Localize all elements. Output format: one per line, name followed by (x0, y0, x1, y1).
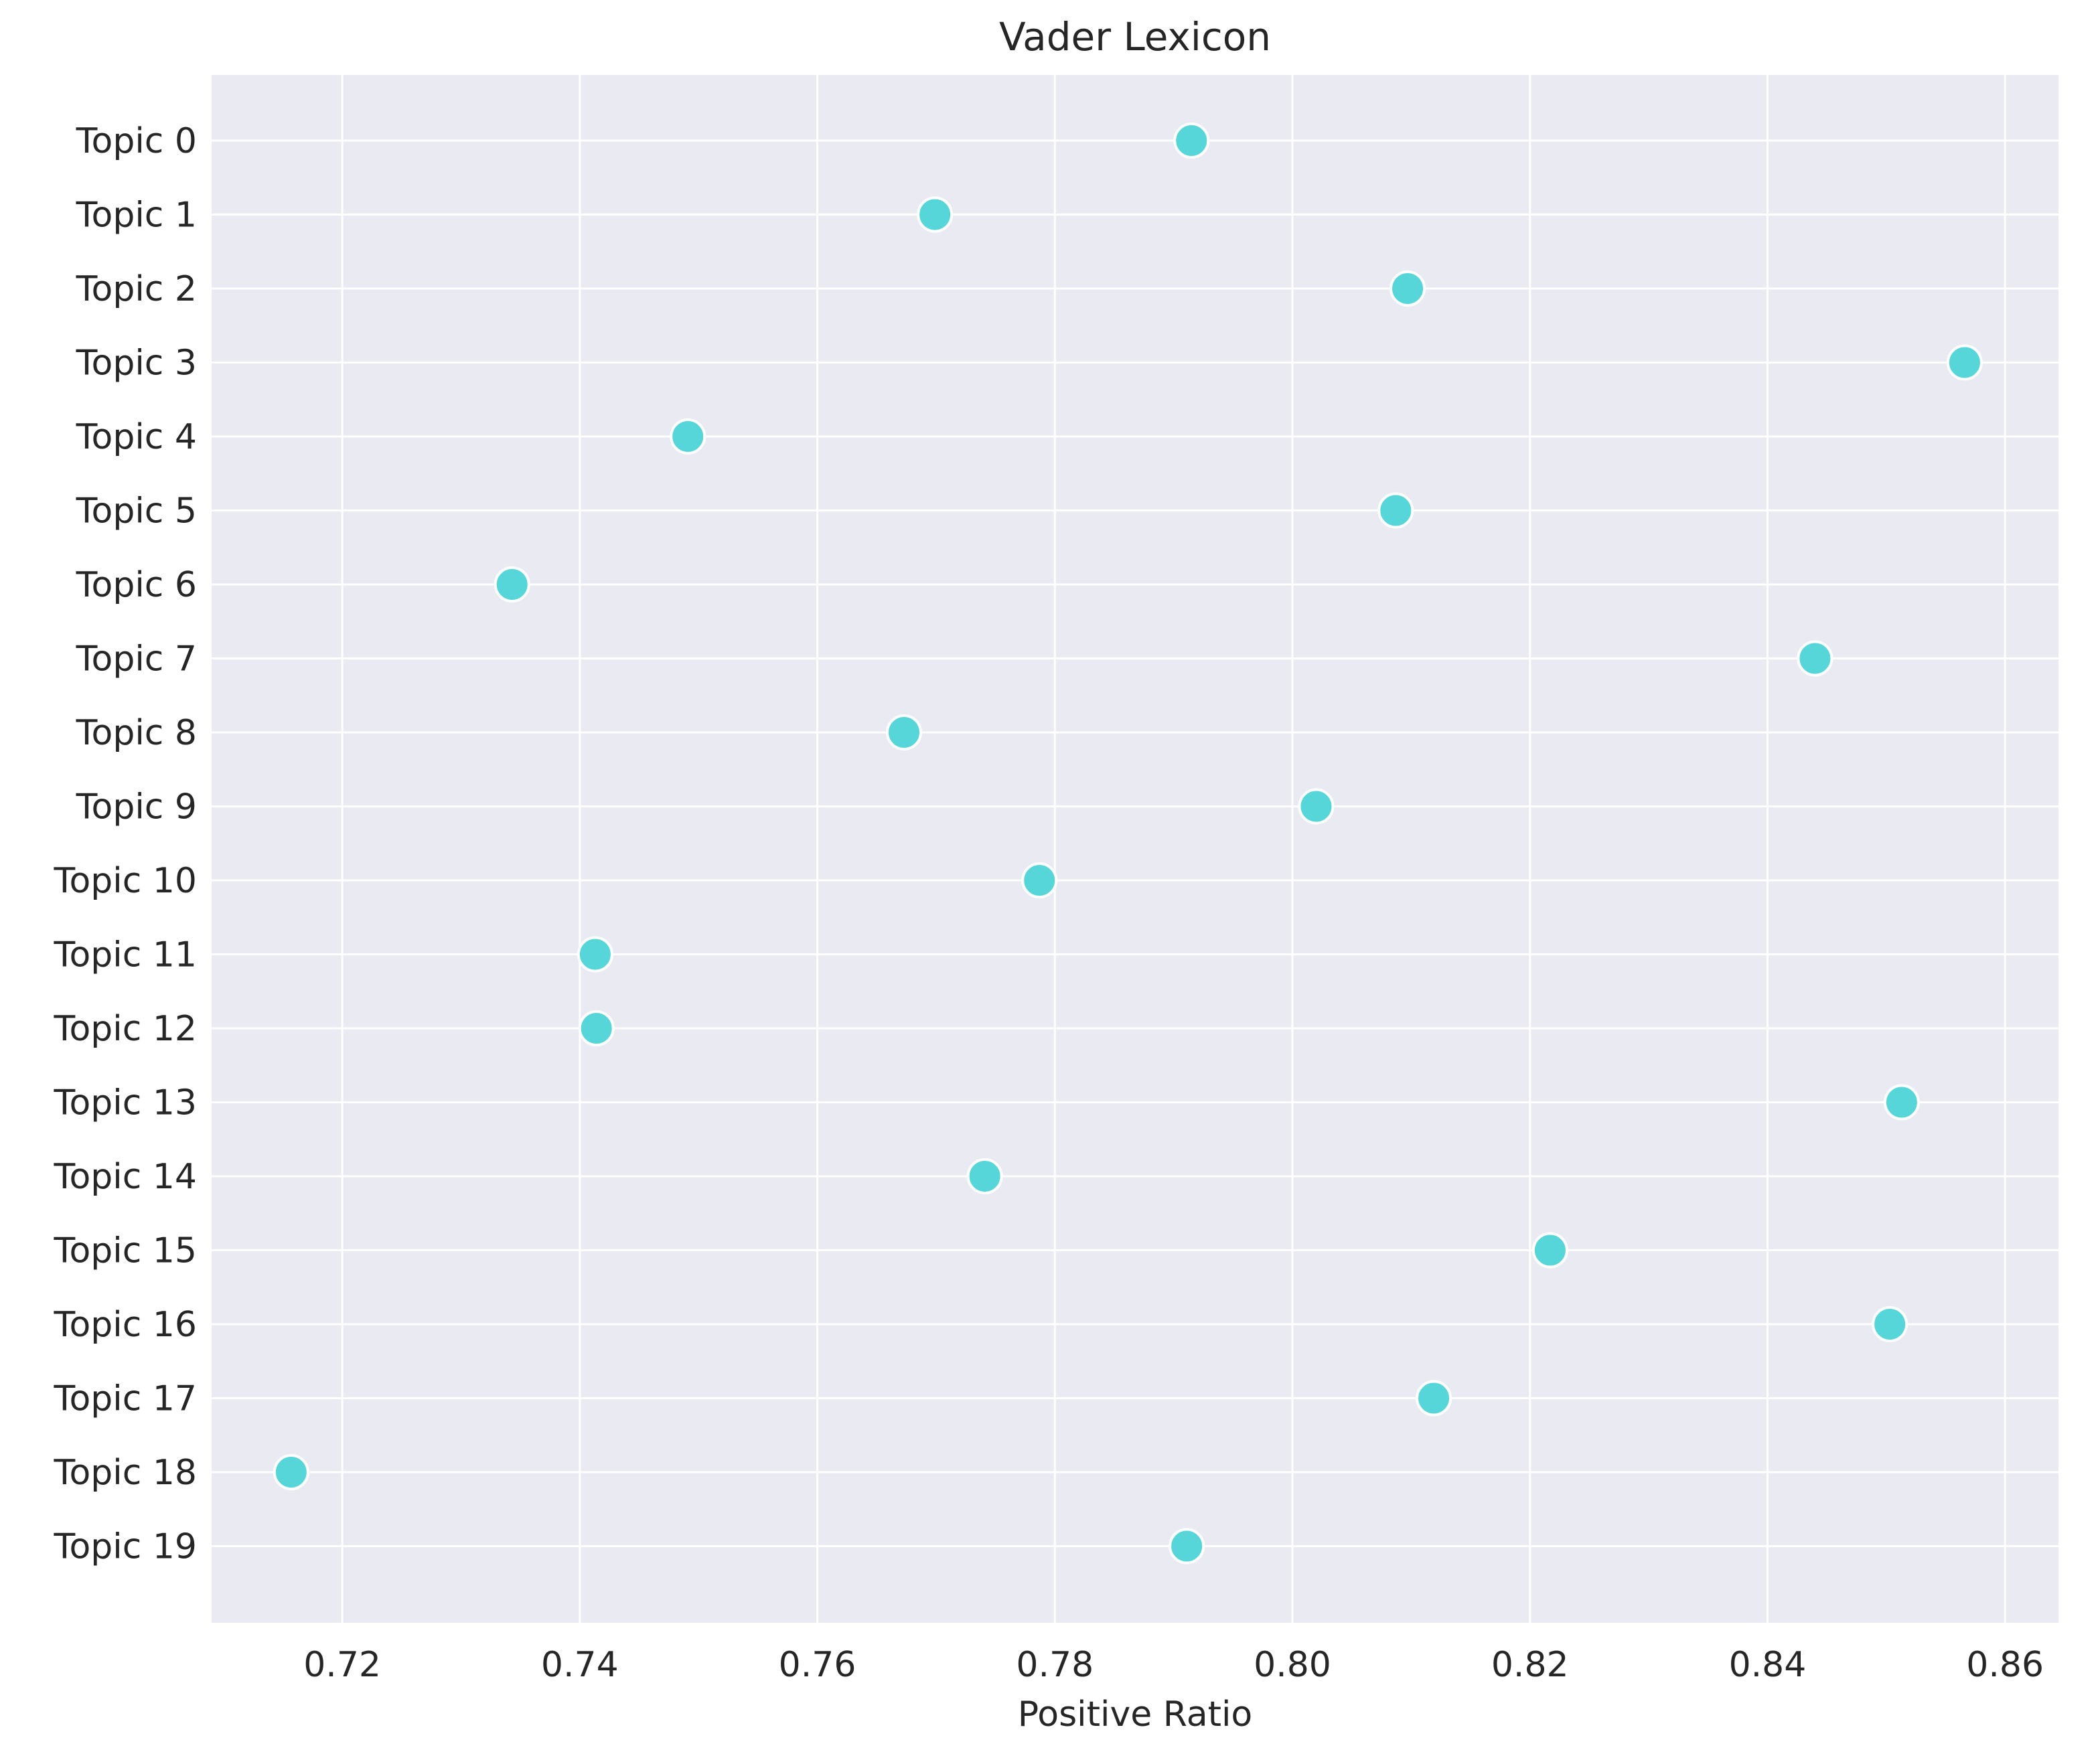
data-point (966, 1158, 1003, 1194)
y-tick-label: Topic 17 (54, 1379, 197, 1419)
data-points (273, 123, 1983, 1565)
x-tick-label: 0.80 (1254, 1645, 1331, 1685)
grid (212, 75, 2058, 1623)
data-point (578, 1010, 615, 1046)
y-tick-label: Topic 10 (54, 861, 197, 901)
plot-background (212, 75, 2058, 1623)
y-tick-label: Topic 14 (54, 1157, 197, 1197)
x-axis-label: Positive Ratio (1018, 1694, 1253, 1735)
y-tick-label: Topic 7 (76, 639, 197, 680)
data-point (1021, 862, 1058, 898)
data-point (1173, 123, 1210, 159)
y-tick-label: Topic 8 (76, 713, 197, 753)
y-tick-label: Topic 2 (76, 269, 197, 309)
y-tick-label: Topic 4 (76, 417, 197, 457)
y-tick-label: Topic 9 (76, 787, 197, 827)
x-tick-label: 0.76 (779, 1645, 856, 1685)
data-point (670, 418, 706, 455)
y-tick-label: Topic 16 (54, 1305, 197, 1345)
x-tick-labels: 0.72 0.74 0.76 0.78 0.80 0.82 0.84 0.86 (303, 1645, 2044, 1685)
data-point (1169, 1528, 1205, 1565)
data-point (886, 714, 923, 750)
data-point (1298, 788, 1335, 825)
y-tick-label: Topic 12 (54, 1009, 197, 1049)
data-point (1797, 640, 1833, 677)
data-point (1390, 270, 1426, 307)
y-tick-label: Topic 18 (54, 1453, 197, 1493)
y-tick-label: Topic 5 (76, 491, 197, 532)
data-point (1946, 344, 1983, 381)
x-tick-label: 0.84 (1729, 1645, 1807, 1685)
y-tick-label: Topic 19 (54, 1527, 197, 1567)
data-point (577, 936, 613, 973)
data-point (917, 196, 954, 233)
chart-title: Vader Lexicon (999, 14, 1271, 60)
y-tick-label: Topic 11 (54, 935, 197, 975)
data-point (1872, 1306, 1908, 1342)
y-tick-label: Topic 1 (76, 195, 197, 236)
y-tick-label: Topic 6 (76, 565, 197, 605)
y-tick-label: Topic 3 (76, 343, 197, 384)
x-tick-label: 0.72 (303, 1645, 381, 1685)
x-tick-label: 0.82 (1491, 1645, 1569, 1685)
y-tick-label: Topic 15 (54, 1231, 197, 1271)
y-tick-label: Topic 13 (54, 1083, 197, 1123)
y-tick-label: Topic 0 (76, 121, 197, 161)
data-point (1416, 1380, 1452, 1417)
data-point (273, 1454, 309, 1490)
y-tick-labels: Topic 0 Topic 1 Topic 2 Topic 3 Topic 4 Topic… (54, 121, 197, 1567)
data-point (494, 566, 530, 603)
data-point (1531, 1232, 1568, 1269)
x-tick-label: 0.78 (1016, 1645, 1094, 1685)
x-tick-label: 0.86 (1966, 1645, 2044, 1685)
x-tick-label: 0.74 (541, 1645, 619, 1685)
data-point (1377, 492, 1414, 529)
data-point (1883, 1084, 1920, 1121)
